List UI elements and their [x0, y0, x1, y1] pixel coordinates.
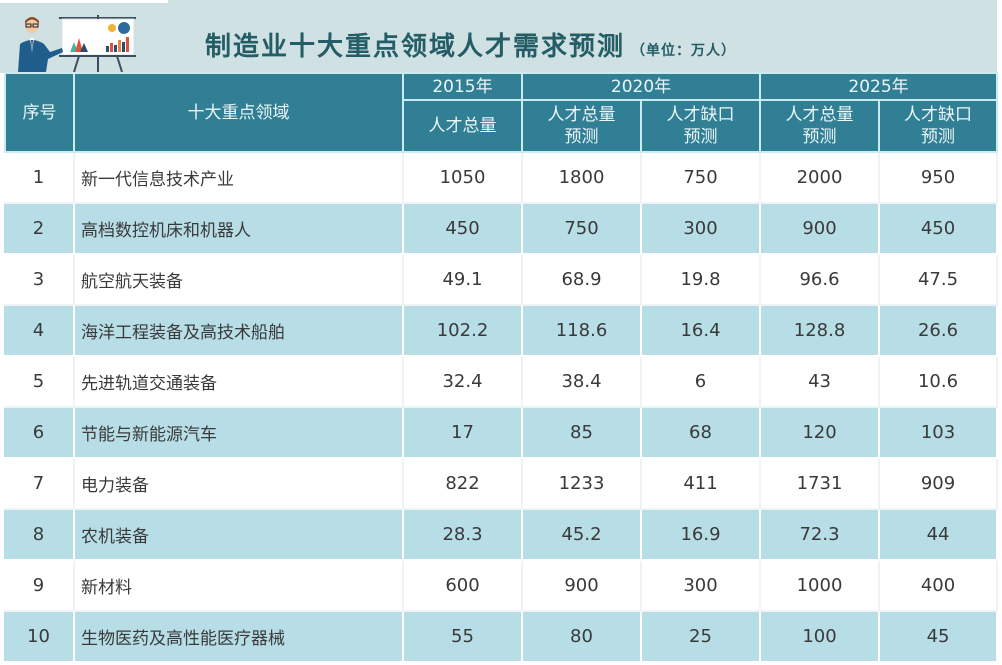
- table-row: 3 航空航天装备 49.1 68.9 19.8 96.6 47.5: [4, 255, 999, 306]
- table-row: 6 节能与新能源汽车 17 85 68 120 103: [4, 408, 999, 459]
- col-header-2020-total: 人才总量 预测: [523, 101, 642, 153]
- row-index: 6: [4, 408, 75, 459]
- col-header-2015: 2015年: [404, 72, 523, 101]
- col-header-2025-gap: 人才缺口 预测: [880, 101, 999, 153]
- row-index: 8: [4, 510, 75, 561]
- top-strip: [0, 0, 168, 3]
- cell-2025-gap: 10.6: [880, 357, 999, 408]
- cell-2015-total: 1050: [404, 153, 523, 204]
- cell-2025-total: 900: [761, 204, 881, 255]
- unit-label: （单位：万人）: [631, 43, 737, 59]
- col-header-2020-gap: 人才缺口 预测: [642, 101, 762, 153]
- table-row: 5 先进轨道交通装备 32.4 38.4 6 43 10.6: [4, 357, 999, 408]
- table-row: 10 生物医药及高性能医疗器械 55 80 25 100 45: [4, 612, 999, 663]
- table-row: 8 农机装备 28.3 45.2 16.9 72.3 44: [4, 510, 999, 561]
- table-row: 4 海洋工程装备及高技术船舶 102.2 118.6 16.4 128.8 26…: [4, 306, 999, 357]
- cell-2015-total: 450: [404, 204, 523, 255]
- cell-2015-total: 822: [404, 459, 523, 510]
- cell-2025-total: 1731: [761, 459, 881, 510]
- cell-2020-gap: 16.4: [642, 306, 762, 357]
- row-index: 10: [4, 612, 75, 663]
- cell-2025-total: 72.3: [761, 510, 881, 561]
- row-index: 5: [4, 357, 75, 408]
- cell-2020-total: 1800: [523, 153, 642, 204]
- col-header-2025-total: 人才总量 预测: [761, 101, 881, 153]
- cell-2025-gap: 103: [880, 408, 999, 459]
- cell-2020-gap: 19.8: [642, 255, 762, 306]
- row-field: 高档数控机床和机器人: [75, 204, 404, 255]
- cell-2025-total: 2000: [761, 153, 881, 204]
- row-field: 电力装备: [75, 459, 404, 510]
- row-field: 新一代信息技术产业: [75, 153, 404, 204]
- cell-2015-total: 28.3: [404, 510, 523, 561]
- col-header-2015-total: 人才总量: [404, 101, 523, 153]
- cell-2025-total: 128.8: [761, 306, 881, 357]
- col-header-2020: 2020年: [523, 72, 762, 101]
- cell-2020-total: 118.6: [523, 306, 642, 357]
- row-field: 农机装备: [75, 510, 404, 561]
- row-index: 7: [4, 459, 75, 510]
- cell-2015-total: 55: [404, 612, 523, 663]
- cell-2020-gap: 300: [642, 204, 762, 255]
- cell-2015-total: 49.1: [404, 255, 523, 306]
- cell-2015-total: 17: [404, 408, 523, 459]
- cell-2025-gap: 45: [880, 612, 999, 663]
- row-field: 航空航天装备: [75, 255, 404, 306]
- cell-2020-gap: 68: [642, 408, 762, 459]
- row-field: 先进轨道交通装备: [75, 357, 404, 408]
- cell-2015-total: 32.4: [404, 357, 523, 408]
- row-index: 2: [4, 204, 75, 255]
- cell-2025-total: 43: [761, 357, 881, 408]
- talent-forecast-table: 序号 十大重点领域 2015年 2020年 2025年 人才总量 人才总量 预测 …: [4, 72, 999, 663]
- row-field: 海洋工程装备及高技术船舶: [75, 306, 404, 357]
- table-row: 2 高档数控机床和机器人 450 750 300 900 450: [4, 204, 999, 255]
- cell-2025-gap: 44: [880, 510, 999, 561]
- cell-2020-gap: 16.9: [642, 510, 762, 561]
- row-field: 节能与新能源汽车: [75, 408, 404, 459]
- cell-2020-total: 750: [523, 204, 642, 255]
- cell-2020-total: 900: [523, 561, 642, 612]
- table-row: 7 电力装备 822 1233 411 1731 909: [4, 459, 999, 510]
- col-header-index: 序号: [4, 72, 75, 153]
- row-field: 生物医药及高性能医疗器械: [75, 612, 404, 663]
- cell-2020-total: 80: [523, 612, 642, 663]
- cell-2025-gap: 47.5: [880, 255, 999, 306]
- cell-2020-gap: 6: [642, 357, 762, 408]
- cell-2015-total: 600: [404, 561, 523, 612]
- title-banner: 制造业十大重点领域人才需求预测 （单位：万人）: [0, 0, 997, 73]
- page-title: 制造业十大重点领域人才需求预测: [205, 32, 626, 62]
- cell-2025-total: 100: [761, 612, 881, 663]
- row-field: 新材料: [75, 561, 404, 612]
- cell-2020-gap: 411: [642, 459, 762, 510]
- cell-2025-gap: 450: [880, 204, 999, 255]
- cell-2020-total: 85: [523, 408, 642, 459]
- cell-2020-total: 38.4: [523, 357, 642, 408]
- cell-2015-total: 102.2: [404, 306, 523, 357]
- cell-2025-gap: 400: [880, 561, 999, 612]
- row-index: 1: [4, 153, 75, 204]
- col-header-field: 十大重点领域: [75, 72, 404, 153]
- table-row: 9 新材料 600 900 300 1000 400: [4, 561, 999, 612]
- cell-2025-gap: 26.6: [880, 306, 999, 357]
- row-index: 9: [4, 561, 75, 612]
- row-index: 4: [4, 306, 75, 357]
- cell-2020-gap: 25: [642, 612, 762, 663]
- cell-2020-total: 1233: [523, 459, 642, 510]
- cell-2020-total: 45.2: [523, 510, 642, 561]
- presenter-with-chart-board-icon: [18, 15, 136, 72]
- cell-2025-gap: 950: [880, 153, 999, 204]
- cell-2025-total: 96.6: [761, 255, 881, 306]
- cell-2020-gap: 750: [642, 153, 762, 204]
- cell-2025-total: 1000: [761, 561, 881, 612]
- col-header-2025: 2025年: [761, 72, 999, 101]
- cell-2025-gap: 909: [880, 459, 999, 510]
- row-index: 3: [4, 255, 75, 306]
- cell-2025-total: 120: [761, 408, 881, 459]
- table-row: 1 新一代信息技术产业 1050 1800 750 2000 950: [4, 153, 999, 204]
- cell-2020-gap: 300: [642, 561, 762, 612]
- cell-2020-total: 68.9: [523, 255, 642, 306]
